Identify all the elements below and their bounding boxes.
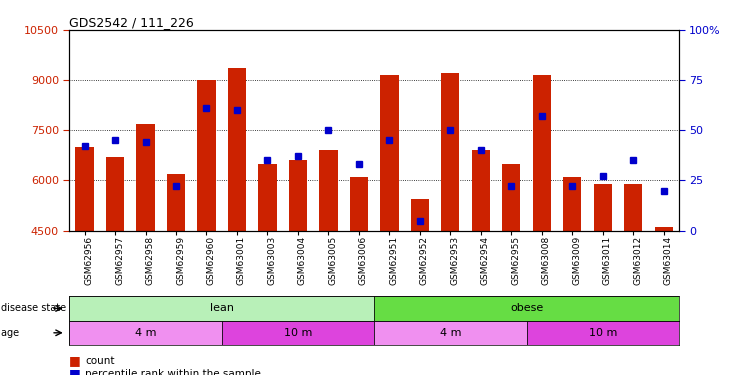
Bar <box>593 184 612 231</box>
Text: 4 m: 4 m <box>439 328 461 338</box>
Bar <box>502 164 520 231</box>
Text: count: count <box>85 356 115 366</box>
Bar <box>533 75 551 231</box>
Bar <box>563 177 581 231</box>
Bar <box>289 160 307 231</box>
Bar <box>222 321 374 345</box>
Bar <box>106 157 124 231</box>
Bar <box>69 296 374 321</box>
Text: ■: ■ <box>69 354 81 367</box>
Text: 10 m: 10 m <box>284 328 312 338</box>
Text: disease state: disease state <box>1 303 69 313</box>
Bar <box>472 150 490 231</box>
Bar <box>374 321 526 345</box>
Text: obese: obese <box>510 303 543 313</box>
Bar <box>374 296 679 321</box>
Bar <box>75 147 93 231</box>
Text: 4 m: 4 m <box>135 328 156 338</box>
Text: ■: ■ <box>69 368 81 375</box>
Bar <box>69 321 222 345</box>
Bar <box>350 177 368 231</box>
Bar <box>197 80 215 231</box>
Bar <box>624 184 642 231</box>
Text: 10 m: 10 m <box>588 328 617 338</box>
Bar <box>137 124 155 231</box>
Bar <box>655 227 673 231</box>
Bar <box>167 174 185 231</box>
Bar <box>526 321 679 345</box>
Bar <box>411 199 429 231</box>
Bar <box>441 74 459 231</box>
Text: percentile rank within the sample: percentile rank within the sample <box>85 369 261 375</box>
Text: lean: lean <box>210 303 234 313</box>
Bar <box>228 69 246 231</box>
Bar <box>258 164 277 231</box>
Text: GDS2542 / 111_226: GDS2542 / 111_226 <box>69 16 194 29</box>
Bar <box>380 75 399 231</box>
Text: age: age <box>1 328 22 338</box>
Bar <box>319 150 337 231</box>
